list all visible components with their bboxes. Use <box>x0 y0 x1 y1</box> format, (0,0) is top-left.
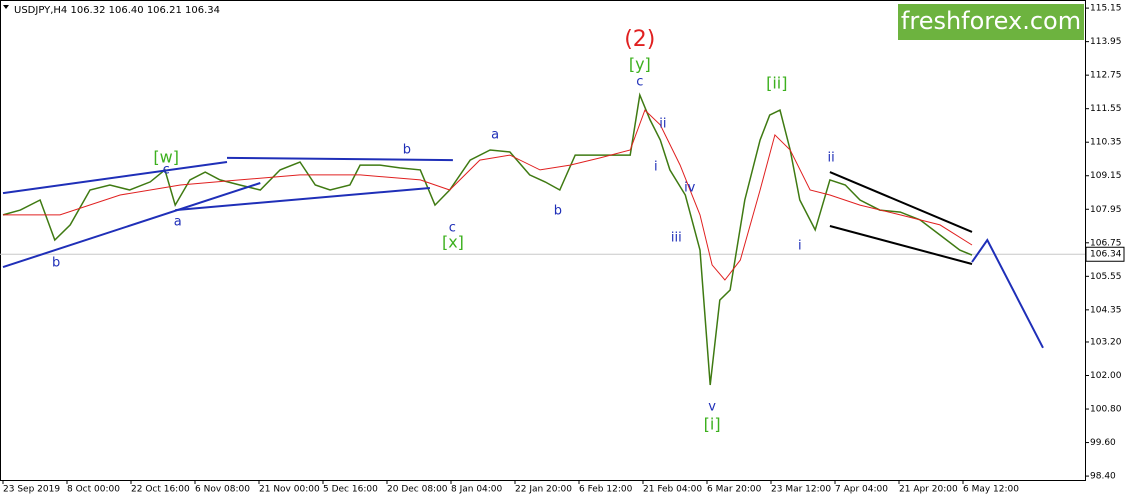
wave-label: [x] <box>442 233 464 252</box>
y-tick-label: 98.40 <box>1090 472 1116 482</box>
y-tick-label: 112.75 <box>1090 71 1122 81</box>
x-tick-label: 6 Feb 12:00 <box>579 485 633 495</box>
moving-average <box>3 109 973 281</box>
y-tick-label: 110.35 <box>1090 138 1122 148</box>
wave-label: a <box>174 215 182 230</box>
y-tick-label: 103.20 <box>1090 337 1122 347</box>
wave-label: [w] <box>153 147 179 166</box>
x-tick-label: 23 Mar 12:00 <box>771 485 831 495</box>
price-line <box>2 92 973 386</box>
plot-frame <box>0 0 1086 481</box>
x-tick-label: 21 Feb 04:00 <box>643 485 702 495</box>
wave-label: iv <box>684 181 696 196</box>
wave-label: [ii] <box>766 74 787 93</box>
header-icon <box>3 5 9 9</box>
y-tick-label: 107.95 <box>1090 205 1122 215</box>
wave-label: (2) <box>624 27 655 52</box>
x-tick-label: 8 Oct 00:00 <box>67 485 120 495</box>
x-tick-label: 8 Jan 04:00 <box>451 485 503 495</box>
wave-label: iii <box>671 231 682 246</box>
x-tick-label: 21 Apr 20:00 <box>899 485 958 495</box>
wave-label: v <box>708 400 716 415</box>
y-tick-label: 113.95 <box>1090 37 1122 47</box>
x-tick-label: 21 Nov 00:00 <box>259 485 320 495</box>
header: USDJPY,H4 106.32 106.40 106.21 106.34 <box>14 5 220 16</box>
wave-label: [y] <box>629 55 651 74</box>
trend-line <box>226 156 453 162</box>
y-tick-label: 106.75 <box>1090 238 1122 248</box>
y-tick-label: 104.35 <box>1090 305 1122 315</box>
trend-line <box>829 171 973 233</box>
trend-line <box>2 161 228 195</box>
wave-label: b <box>403 143 411 158</box>
y-tick-label: 99.60 <box>1090 438 1116 448</box>
last-price-label: 106.34 <box>1090 250 1122 260</box>
wave-label: c <box>636 75 643 90</box>
y-tick-label: 115.15 <box>1090 4 1122 14</box>
logo: freshforex.com <box>901 7 1081 35</box>
y-tick-label: 109.15 <box>1090 171 1122 181</box>
wave-label: i <box>798 238 802 253</box>
x-tick-label: 6 Nov 08:00 <box>195 485 250 495</box>
x-tick-label: 23 Sep 2019 <box>3 485 60 495</box>
trend-line <box>971 238 1044 349</box>
wave-label: [i] <box>704 414 721 433</box>
wave-label: b <box>52 255 60 270</box>
wave-label: a <box>491 127 499 142</box>
last-price-box <box>1085 246 1125 262</box>
y-tick-label: 100.80 <box>1090 405 1122 415</box>
wave-label: c <box>163 162 170 177</box>
trend-line <box>2 182 261 269</box>
wave-label: c <box>449 220 456 235</box>
wave-label: ii <box>828 150 835 165</box>
y-tick-label: 105.55 <box>1090 272 1122 282</box>
y-tick-label: 102.00 <box>1090 371 1122 381</box>
x-tick-label: 5 Dec 16:00 <box>323 485 378 495</box>
x-tick-label: 22 Jan 20:00 <box>515 485 572 495</box>
x-tick-label: 20 Dec 08:00 <box>387 485 448 495</box>
x-tick-label: 6 May 12:00 <box>963 485 1019 495</box>
trend-line <box>829 225 973 265</box>
wave-label: b <box>554 203 562 218</box>
wave-label: i <box>654 160 658 175</box>
trend-line <box>175 187 430 212</box>
y-tick-label: 111.55 <box>1090 104 1122 114</box>
x-tick-label: 22 Oct 16:00 <box>131 485 190 495</box>
x-tick-label: 7 Apr 04:00 <box>835 485 888 495</box>
x-tick-label: 6 Mar 20:00 <box>707 485 762 495</box>
logo-box <box>898 4 1084 40</box>
wave-label: ii <box>659 117 666 132</box>
